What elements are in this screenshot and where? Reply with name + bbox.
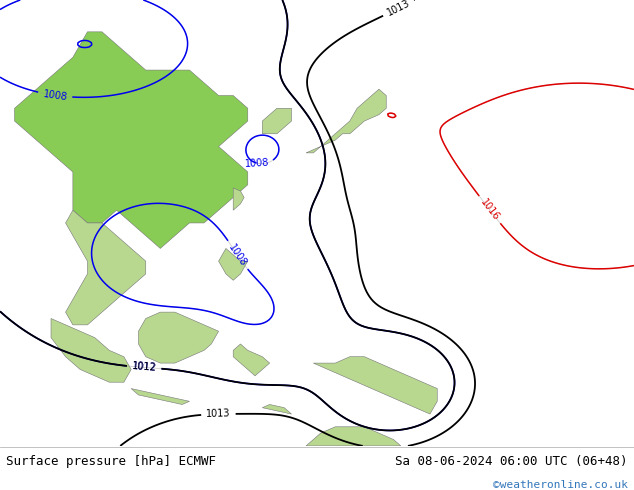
Polygon shape xyxy=(262,405,292,414)
Text: 1013: 1013 xyxy=(206,409,231,419)
Text: 1016: 1016 xyxy=(478,197,501,222)
Text: 1008: 1008 xyxy=(42,89,68,102)
Polygon shape xyxy=(233,344,269,376)
Text: Sa 08-06-2024 06:00 UTC (06+48): Sa 08-06-2024 06:00 UTC (06+48) xyxy=(395,455,628,468)
Polygon shape xyxy=(313,357,437,414)
Polygon shape xyxy=(15,32,248,248)
Polygon shape xyxy=(138,312,219,363)
Polygon shape xyxy=(51,318,131,382)
Text: 1012: 1012 xyxy=(131,362,157,373)
Polygon shape xyxy=(233,188,244,210)
Text: 1012: 1012 xyxy=(131,362,157,373)
Polygon shape xyxy=(306,89,386,153)
Polygon shape xyxy=(65,210,146,325)
Text: 1013: 1013 xyxy=(385,0,412,18)
Text: 1008: 1008 xyxy=(244,157,269,169)
Polygon shape xyxy=(219,248,248,280)
Text: Surface pressure [hPa] ECMWF: Surface pressure [hPa] ECMWF xyxy=(6,455,216,468)
Text: 1008: 1008 xyxy=(226,242,249,268)
Polygon shape xyxy=(306,427,401,446)
Polygon shape xyxy=(262,108,292,134)
Polygon shape xyxy=(131,389,190,405)
Text: ©weatheronline.co.uk: ©weatheronline.co.uk xyxy=(493,480,628,490)
